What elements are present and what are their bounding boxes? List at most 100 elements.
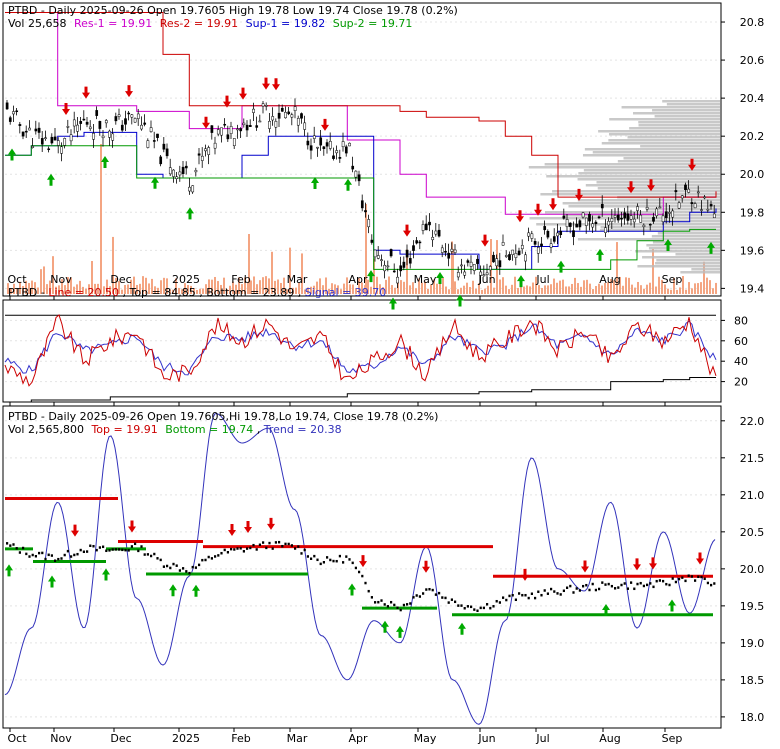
sell-arrow [549,198,557,211]
trend-price-bar [294,547,297,550]
price-candle [508,254,511,261]
price-candle [520,245,524,250]
trend-price-bar [409,602,412,605]
price-candle [56,140,60,146]
volume-bar [532,282,534,294]
volume-bar [187,285,189,294]
price-candle [316,146,319,149]
trend-price-bar [284,542,287,546]
volume-bar [280,282,282,294]
trend-price-bar [428,587,431,591]
price-candle [661,215,665,222]
volume-bar [160,280,162,294]
trend-price-bar [124,548,127,552]
price-candle [434,230,438,235]
trend-price-bar [607,582,610,586]
volume-profile-bar [540,193,720,196]
volume-profile-bar [577,238,720,241]
trend-price-bar [697,575,700,579]
price-candle [204,148,207,152]
volume-profile-bar [654,115,720,118]
trend-price-bar [492,605,495,608]
price-candle [367,219,371,228]
trend-price-bar [239,547,242,550]
volume-bar [436,283,438,294]
trend-price-bar [38,551,41,555]
price-candle [431,236,435,241]
trend-price-bar [130,545,133,548]
volume-bar [133,276,135,294]
buy-arrow [186,207,194,220]
volume-bar [349,284,351,294]
price-candle [245,124,249,131]
price-candle [559,230,563,236]
sell-arrow [534,203,542,216]
price-candle [376,255,380,259]
trend-price-bar [364,581,367,585]
trend-price-bar [694,579,697,582]
volume-bar [667,288,669,294]
volume-bar [40,269,42,294]
price-candle [194,170,198,173]
volume-profile-bar [546,175,720,178]
volume-bar [358,278,360,294]
price-candle [600,203,604,209]
volume-bar [427,288,429,294]
price-candle [88,126,92,129]
trend-price-bar [402,603,405,607]
volume-profile-bar [584,148,720,151]
trend-price-bar [710,583,713,587]
volume-profile-bar [598,130,720,133]
volume-bar [148,283,150,294]
price-candle [421,224,425,231]
volume-profile-bar [621,106,720,109]
volume-profile-bar [642,256,720,259]
trend-price-bar [207,555,210,559]
stochastic-ticker: PTBD [8,286,37,299]
trend-price-bar [390,600,393,604]
volume-profile-bar [596,181,720,184]
volume-bar [685,289,687,294]
volume-profile-bar [646,208,720,211]
trend-sell-arrow [581,560,589,573]
trend-sell-arrow [128,520,136,533]
trend-price-bar [514,598,517,602]
price-candle [562,215,566,219]
trend-price-bar [246,547,249,550]
volume-bar [289,247,291,294]
price-candle [498,260,502,268]
trend-price-bar [431,588,434,592]
trend-price-bar [303,548,306,552]
volume-bar [595,286,597,294]
price-candle [271,116,275,121]
volume-bar [580,286,582,294]
volume-bar [556,282,558,294]
trend-price-bar [310,557,313,560]
volume-bar [175,278,177,294]
price-candle [495,258,499,267]
trend-price-bar [316,558,319,562]
volume-bar [616,242,618,294]
stochastic-top-label: Top = 84.85 [128,286,195,299]
trend-price-bar [150,554,153,558]
volume-bar [223,277,225,294]
trend-price-bar [508,594,511,598]
volume-bar [343,283,345,294]
volume-bar [691,288,693,294]
price-candle [255,125,259,128]
price-candle [671,210,675,218]
trend-price-bar [172,562,175,566]
trend-price-bar [556,592,559,595]
price-candle [191,185,195,193]
volume-bar [430,284,432,294]
volume-bar [511,284,513,294]
price-candle [623,212,627,219]
trend-price-bar [271,547,274,550]
price-candle [232,138,236,147]
price-candle [373,249,377,258]
volume-bar [418,278,420,294]
trend-price-bar [361,574,364,578]
volume-profile-bar [657,232,720,235]
price-y-tick-label: 19.8 [740,206,765,219]
volume-profile-bar [623,157,720,160]
